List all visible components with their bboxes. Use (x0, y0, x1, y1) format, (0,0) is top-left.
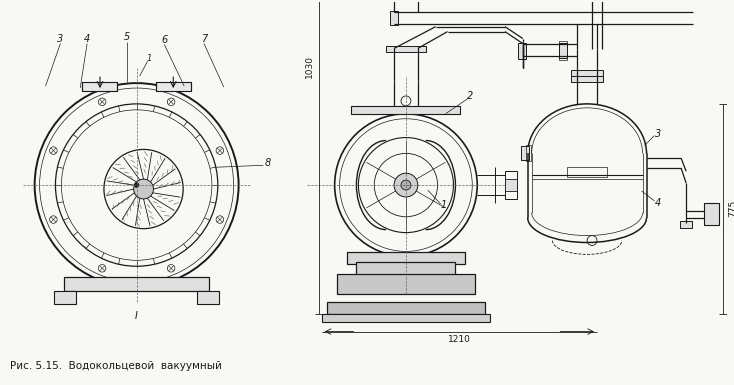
Text: 1030: 1030 (305, 55, 314, 78)
Text: 4: 4 (655, 198, 661, 208)
Circle shape (134, 182, 139, 187)
Text: 8: 8 (264, 158, 270, 168)
Bar (390, 11, 398, 25)
Bar (197, 291, 219, 304)
Bar (505, 179, 517, 191)
Text: 6: 6 (161, 35, 167, 45)
Bar (704, 203, 719, 225)
Text: 775: 775 (728, 200, 734, 218)
Bar (559, 42, 567, 59)
Circle shape (401, 180, 411, 190)
Bar (571, 70, 603, 76)
Text: Рис. 5.15.  Водокольцевой  вакуумный: Рис. 5.15. Водокольцевой вакуумный (10, 361, 222, 371)
Text: 1210: 1210 (448, 335, 470, 344)
Bar (352, 106, 460, 114)
Bar (521, 146, 528, 160)
Text: 3: 3 (57, 33, 64, 44)
Bar (156, 82, 191, 91)
Text: 1: 1 (147, 54, 152, 63)
Text: 1: 1 (440, 200, 447, 210)
Bar (567, 167, 607, 177)
Text: 7: 7 (201, 33, 207, 44)
Text: 4: 4 (84, 33, 90, 44)
Bar (386, 47, 426, 52)
Bar (327, 302, 485, 314)
Bar (321, 314, 490, 322)
Circle shape (394, 173, 418, 197)
Bar (505, 171, 517, 199)
Circle shape (134, 179, 153, 199)
Text: 5: 5 (123, 32, 130, 42)
Bar (559, 40, 567, 60)
Bar (65, 277, 209, 291)
Bar (526, 146, 531, 161)
Text: 3: 3 (655, 129, 661, 139)
Bar (54, 291, 76, 304)
Bar (517, 42, 526, 59)
Bar (357, 262, 455, 276)
Bar (680, 221, 692, 228)
Bar (337, 274, 475, 294)
Bar (346, 253, 465, 264)
Text: I: I (135, 311, 138, 321)
Bar (571, 76, 603, 82)
Text: 2: 2 (467, 91, 473, 101)
Bar (82, 82, 117, 91)
